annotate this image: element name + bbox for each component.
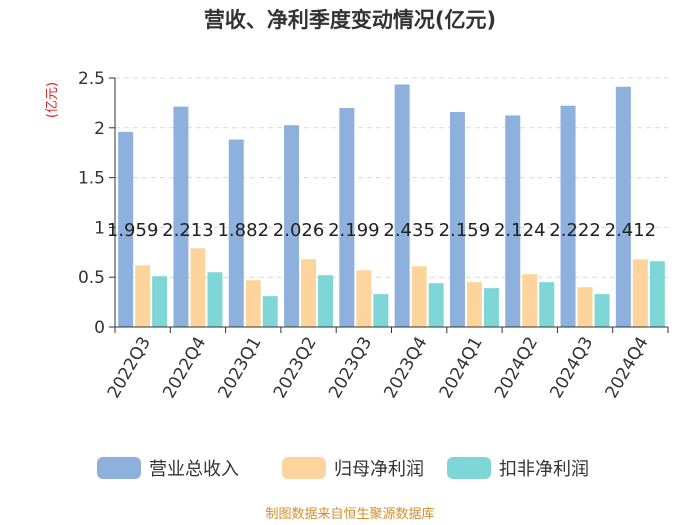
bar-1 xyxy=(394,84,410,327)
data-label: 2.159 xyxy=(439,220,491,241)
data-label: 2.124 xyxy=(494,220,546,241)
bar-3 xyxy=(373,294,389,327)
data-label: 2.199 xyxy=(328,220,380,241)
data-label: 2.222 xyxy=(549,220,601,241)
source-note: 制图数据来自恒生聚源数据库 xyxy=(265,507,435,522)
bar-2 xyxy=(190,248,206,327)
data-label: 1.882 xyxy=(217,220,269,241)
bar-1 xyxy=(173,106,189,327)
x-tick-label: 2022Q3 xyxy=(104,334,155,402)
bar-1 xyxy=(560,105,576,327)
bar-1 xyxy=(449,111,465,328)
bars xyxy=(118,84,665,328)
y-tick-label: 0 xyxy=(94,318,105,338)
x-tick-label: 2024Q4 xyxy=(602,334,653,402)
bar-1 xyxy=(615,86,631,327)
y-tick-label: 2.5 xyxy=(78,69,105,89)
x-tick-label: 2024Q3 xyxy=(546,334,597,402)
legend-swatch-1 xyxy=(97,457,141,479)
bar-2 xyxy=(466,282,482,327)
legend-label-1: 营业总收入 xyxy=(149,459,239,480)
data-label: 1.959 xyxy=(107,220,159,241)
legend-swatch-3 xyxy=(447,457,491,479)
bar-3 xyxy=(539,282,555,327)
data-label: 2.435 xyxy=(383,220,435,241)
bar-3 xyxy=(649,261,665,327)
legend-label-3: 扣非净利润 xyxy=(499,459,589,480)
legend-swatch-2 xyxy=(282,457,326,479)
x-tick-label: 2023Q2 xyxy=(270,334,321,402)
data-label: 2.412 xyxy=(605,220,657,241)
x-tick-label: 2023Q4 xyxy=(380,334,431,402)
bar-2 xyxy=(411,266,427,327)
bar-2 xyxy=(356,270,372,327)
y-tick-label: 1.5 xyxy=(78,169,105,189)
bar-2 xyxy=(135,265,151,327)
grid-lines xyxy=(115,77,668,278)
bar-1 xyxy=(505,115,521,327)
y-tick-label: 2 xyxy=(94,119,105,139)
bar-3 xyxy=(428,283,444,327)
bar-3 xyxy=(594,294,610,327)
x-tick-label: 2024Q2 xyxy=(491,334,542,402)
y-axis-label: (亿元) xyxy=(45,82,60,118)
x-tick-label: 2023Q3 xyxy=(325,334,376,402)
data-labels: 1.959 2.213 1.882 2.026 2.199 2.435 2.159 2.124… xyxy=(107,220,656,241)
chart-title: 营收、净利季度变动情况(亿元) xyxy=(203,8,497,32)
bar-1 xyxy=(284,125,300,327)
bar-3 xyxy=(262,296,278,327)
bar-2 xyxy=(632,259,648,327)
bar-1 xyxy=(118,131,134,327)
data-label: 2.026 xyxy=(273,220,325,241)
bar-chart: 0 0.5 1 1.5 2 2.5 (亿元) 2022Q3 2022Q4 2023Q1 2023Q2… xyxy=(45,69,669,480)
x-tick-label: 2024Q1 xyxy=(436,334,487,402)
x-tick-label: 2022Q4 xyxy=(159,334,210,402)
bar-2 xyxy=(245,280,261,327)
legend-label-2: 归母净利润 xyxy=(334,459,424,480)
y-tick-label: 1 xyxy=(94,218,105,238)
bar-2 xyxy=(577,287,593,327)
legend: 营业总收入 归母净利润 扣非净利润 xyxy=(97,457,589,480)
bar-1 xyxy=(339,107,355,327)
bar-2 xyxy=(522,274,538,327)
bar-1 xyxy=(228,139,244,327)
x-tick-label: 2023Q1 xyxy=(215,334,266,402)
bar-2 xyxy=(301,259,317,327)
bar-3 xyxy=(152,276,168,327)
data-label: 2.213 xyxy=(162,220,214,241)
bar-3 xyxy=(318,275,334,327)
bar-3 xyxy=(483,288,499,327)
y-tick-label: 0.5 xyxy=(78,268,105,288)
bar-3 xyxy=(207,272,223,327)
